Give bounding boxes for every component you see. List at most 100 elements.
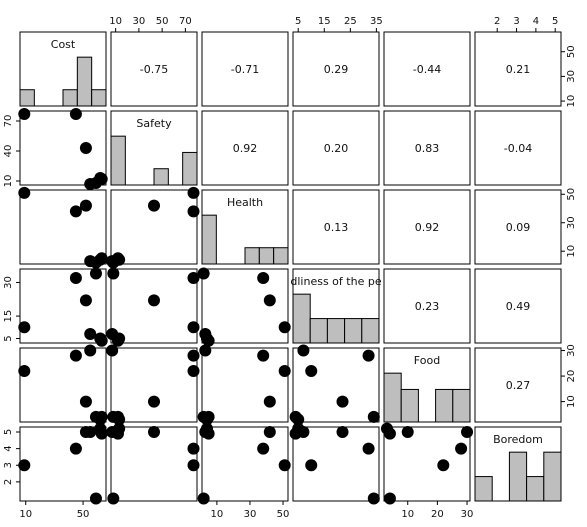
hist-bar-food [435, 388, 454, 423]
panel-border [19, 110, 107, 186]
hist-bar-cost [62, 89, 78, 107]
hist-bar-health [273, 247, 289, 265]
correlation-label: -0.04 [504, 142, 532, 155]
scatter-point [289, 427, 302, 440]
scatter-point [148, 425, 160, 438]
tick-label: 50 [277, 509, 290, 520]
hist-bar-food [400, 388, 419, 423]
scatter-point [84, 344, 97, 357]
scatter-point [79, 199, 92, 212]
correlation-label: 0.49 [506, 300, 531, 313]
panel-border [474, 31, 562, 107]
tick-label: 20 [566, 370, 577, 383]
hist-bar-dliness-of-the-pe [344, 318, 363, 344]
scatter-point [69, 349, 82, 362]
scatter-point [107, 267, 120, 280]
diagonal-label-dliness-of-the-pe: dliness of the pe [290, 275, 381, 288]
scatter-point [263, 425, 276, 438]
panel-border [110, 268, 198, 344]
panel-border [110, 189, 198, 265]
hist-bar-cost [19, 89, 35, 107]
tick-label: 10 [109, 16, 122, 27]
scatter-point [79, 395, 92, 408]
scatter-point [278, 459, 291, 472]
panel-border [201, 31, 289, 107]
tick-label: 5 [295, 16, 301, 27]
panel-border [383, 110, 471, 186]
panel-border [201, 347, 289, 423]
scatter-point [202, 427, 215, 440]
panel-border [383, 426, 471, 502]
tick-label: 5 [3, 429, 14, 435]
tick-label: 4 [3, 445, 14, 451]
hist-bar-dliness-of-the-pe [292, 293, 311, 344]
correlation-label: 0.13 [324, 221, 349, 234]
scatter-point [107, 492, 120, 505]
hist-bar-health [258, 247, 275, 265]
correlation-label: 0.27 [506, 379, 531, 392]
scatter-point [383, 427, 396, 440]
panel-border [292, 110, 380, 186]
scatter-point [95, 334, 108, 347]
panel-border [292, 268, 380, 344]
tick-label: 50 [77, 509, 90, 520]
scatter-point [187, 349, 200, 362]
tick-label: 15 [318, 16, 331, 27]
tick-label: 30 [566, 344, 577, 357]
panel-border [383, 347, 471, 423]
tick-label: 5 [3, 335, 14, 341]
tick-label: 50 [566, 188, 577, 201]
scatter-point [305, 364, 318, 377]
scatter-point [263, 294, 276, 307]
panel-border [292, 426, 380, 502]
hist-bar-boredom [543, 451, 562, 502]
scatter-point [197, 492, 210, 505]
tick-label: 4 [533, 16, 539, 27]
scatter-point [257, 271, 270, 284]
panel-border [292, 189, 380, 265]
correlation-label: 0.92 [415, 221, 440, 234]
tick-label: 2 [494, 16, 500, 27]
scatter-point [455, 442, 468, 455]
scatter-point [197, 267, 210, 280]
tick-label: 30 [461, 509, 474, 520]
tick-label: 70 [3, 115, 14, 128]
hist-bar-food [383, 372, 402, 423]
scatter-point [148, 199, 160, 212]
scatter-point [69, 442, 82, 455]
tick-label: 15 [3, 310, 14, 323]
scatter-point [202, 410, 215, 423]
tick-label: 10 [3, 175, 14, 188]
tick-label: 10 [566, 395, 577, 408]
scatter-point [95, 252, 108, 265]
hist-bar-safety [182, 151, 198, 186]
tick-label: 30 [3, 276, 14, 289]
scatter-point [95, 427, 108, 440]
scatter-point [95, 410, 108, 423]
scatter-point [367, 492, 380, 505]
tick-label: 5 [552, 16, 558, 27]
correlation-label: 0.29 [324, 63, 349, 76]
scatter-point [187, 364, 200, 377]
tick-label: 30 [566, 216, 577, 229]
scatter-point [362, 349, 375, 362]
tick-label: 3 [513, 16, 519, 27]
scatter-point [401, 425, 414, 438]
tick-label: 40 [3, 145, 14, 158]
tick-label: 3 [3, 462, 14, 468]
tick-label: 2 [3, 479, 14, 485]
hist-bar-cost [91, 89, 107, 107]
tick-label: 70 [179, 16, 192, 27]
correlation-label: 0.23 [415, 300, 440, 313]
tick-label: 25 [344, 16, 357, 27]
hist-bar-health [201, 214, 217, 265]
tick-label: 20 [431, 509, 444, 520]
panel-border [19, 426, 107, 502]
scatter-point [69, 271, 82, 284]
correlation-label: 0.09 [506, 221, 531, 234]
panel-border [19, 31, 107, 107]
scatter-point [79, 294, 92, 307]
tick-label: 30 [566, 70, 577, 83]
tick-label: 35 [370, 16, 383, 27]
panel-border [110, 426, 198, 502]
